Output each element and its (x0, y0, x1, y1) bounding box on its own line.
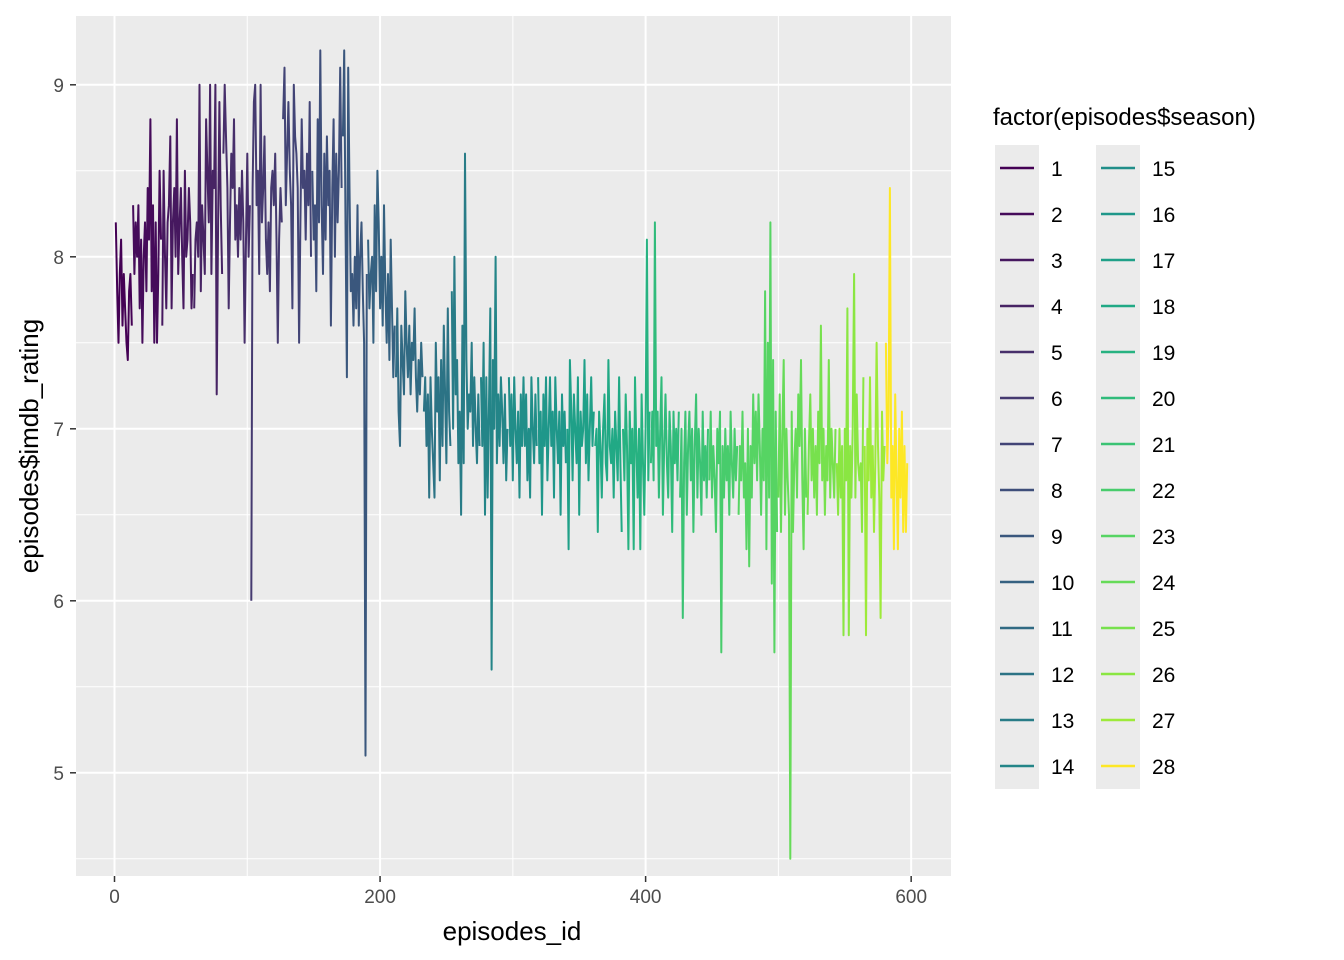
legend-label: 7 (1051, 434, 1063, 457)
legend-label: 4 (1051, 296, 1063, 319)
series-line-season-20 (649, 221, 680, 533)
series-line-season-19 (622, 238, 651, 551)
y-axis: 5 6 7 8 9 (53, 76, 76, 785)
series-line-season-12 (422, 307, 452, 499)
series-line-season-2 (132, 118, 162, 344)
legend-label: 19 (1152, 342, 1175, 365)
legend-label: 28 (1152, 756, 1175, 779)
series-line-season-11 (395, 290, 424, 447)
legend-label: 21 (1152, 434, 1175, 457)
series-line-season-15 (507, 376, 538, 499)
y-tick-label: 9 (53, 76, 64, 97)
series-line-season-21 (679, 393, 709, 619)
series-line-season-23 (737, 221, 779, 654)
series-line-season-7 (282, 66, 312, 344)
legend-label: 16 (1152, 204, 1175, 227)
series-line-season-17 (566, 359, 595, 551)
legend-label: 13 (1051, 710, 1074, 733)
y-tick-label: 5 (53, 764, 64, 785)
legend-label: 18 (1152, 296, 1175, 319)
series-line-season-22 (708, 410, 739, 654)
series-line-season-28 (884, 187, 909, 551)
x-tick-label: 200 (364, 887, 396, 908)
y-tick-label: 6 (53, 592, 64, 613)
x-axis: 0 200 400 600 (109, 876, 927, 908)
series-line-season-27 (863, 341, 886, 637)
series-lines (114, 49, 909, 860)
series-line-season-16 (537, 376, 567, 516)
series-line-season-4 (193, 83, 224, 396)
legend-label: 23 (1152, 526, 1175, 549)
legend-label: 14 (1051, 756, 1075, 779)
legend-label: 27 (1152, 710, 1175, 733)
legend-label: 9 (1051, 526, 1063, 549)
legend-label: 8 (1051, 480, 1063, 503)
series-line-season-9 (341, 49, 368, 757)
legend-label: 24 (1152, 572, 1176, 595)
legend-label: 20 (1152, 388, 1175, 411)
x-tick-label: 0 (109, 887, 120, 908)
series-line-season-10 (367, 169, 396, 379)
legend-label: 25 (1152, 618, 1175, 641)
legend-label: 6 (1051, 388, 1063, 411)
series-line-season-18 (594, 359, 623, 533)
legend-label: 11 (1051, 618, 1073, 641)
series-line-season-25 (806, 324, 837, 516)
series-line-season-8 (311, 49, 343, 327)
x-tick-label: 400 (630, 887, 662, 908)
series-line-season-6 (250, 83, 283, 601)
legend-title: factor(episodes$season) (993, 104, 1256, 131)
legend-label: 17 (1152, 250, 1175, 273)
series-line-season-5 (222, 83, 251, 344)
y-tick-label: 8 (53, 248, 64, 269)
y-tick-label: 7 (53, 420, 64, 441)
series-line-season-1 (114, 222, 133, 361)
x-tick-label: 600 (895, 887, 927, 908)
series-line-season-24 (777, 359, 808, 860)
x-axis-title: episodes_id (443, 916, 582, 946)
series-line-season-26 (835, 273, 865, 637)
legend-label: 1 (1051, 158, 1063, 181)
legend: factor(episodes$season) 1234567891011121… (993, 104, 1256, 789)
legend-label: 3 (1051, 250, 1063, 273)
legend-label: 10 (1051, 572, 1074, 595)
legend-label: 26 (1152, 664, 1175, 687)
series-line-season-14 (480, 255, 509, 671)
legend-label: 2 (1051, 204, 1063, 227)
series-line-season-3 (161, 118, 194, 326)
legend-label: 22 (1152, 480, 1175, 503)
legend-label: 15 (1152, 158, 1175, 181)
legend-label: 5 (1051, 342, 1063, 365)
legend-label: 12 (1051, 664, 1074, 687)
series-line-season-13 (450, 152, 481, 516)
y-axis-title: episodes$imdb_rating (14, 319, 44, 573)
